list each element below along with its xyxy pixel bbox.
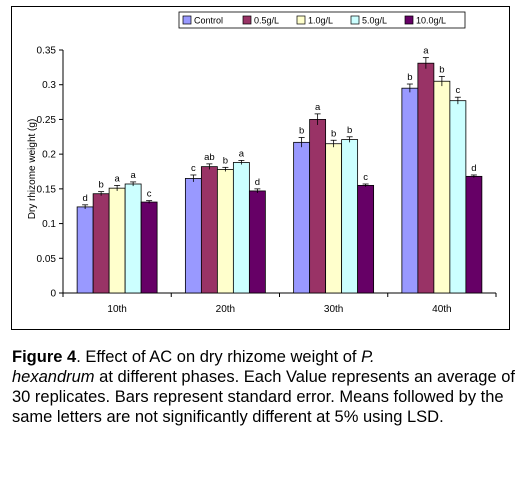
bar <box>293 141 311 294</box>
bar <box>465 175 483 294</box>
significance-letter: b <box>98 180 103 191</box>
bar <box>200 166 218 294</box>
bar <box>325 143 343 294</box>
bar <box>216 169 234 294</box>
bar <box>341 139 359 294</box>
significance-letter: b <box>299 125 304 136</box>
y-axis-label: Dry rhizome weight (g) <box>27 119 38 220</box>
legend-swatch <box>182 15 192 25</box>
x-tick-label: 30th <box>324 304 343 315</box>
significance-letter: b <box>331 128 336 139</box>
significance-letter: c <box>191 163 196 174</box>
significance-letter: b <box>407 72 412 83</box>
bar <box>108 187 126 294</box>
significance-letter: a <box>130 170 136 181</box>
significance-letter: d <box>471 163 476 174</box>
legend-swatch <box>404 15 414 25</box>
legend-entry: 10.0g/L <box>416 16 446 26</box>
caption-species-epithet: hexandrum <box>12 368 95 386</box>
bar-chart: 0 0.05 0.1 0.15 0.2 0.25 0.3 0.35 10th 20th 30th 40… <box>27 11 497 315</box>
caption-text-2: at different phases. Each Value represen… <box>12 368 515 426</box>
significance-letter: ab <box>204 152 215 163</box>
caption-text-1: . Effect of AC on dry rhizome weight of <box>76 348 362 366</box>
significance-letter: b <box>223 155 228 166</box>
legend-entry: 5.0g/L <box>362 16 387 26</box>
legend: Control 0.5g/L 1.0g/L 5.0g/L 10.0g/L <box>178 11 466 29</box>
bar <box>248 190 266 294</box>
significance-letter: a <box>423 46 429 57</box>
significance-letter: a <box>315 102 321 113</box>
y-tick-label: 0.1 <box>42 219 56 230</box>
legend-swatch <box>242 15 252 25</box>
legend-entry: 0.5g/L <box>254 16 279 26</box>
y-tick-label: 0.05 <box>37 254 57 265</box>
significance-letter: c <box>363 172 368 183</box>
bar <box>449 100 467 294</box>
y-tick-label: 0.2 <box>42 150 56 161</box>
figure-caption: Figure 4. Effect of AC on dry rhizome we… <box>12 347 517 427</box>
bar <box>76 206 94 294</box>
bar <box>92 193 110 294</box>
legend-swatch <box>296 15 306 25</box>
x-tick-label: 10th <box>107 304 126 315</box>
significance-letter: a <box>239 148 245 159</box>
bar <box>401 87 419 294</box>
y-tick-label: 0.25 <box>37 115 57 126</box>
y-tick-label: 0.35 <box>37 46 57 57</box>
significance-letter: c <box>147 189 152 200</box>
caption-species-genus: P. <box>361 348 375 366</box>
legend-entry: Control <box>194 16 223 26</box>
y-tick-label: 0.15 <box>37 184 57 195</box>
bar <box>433 80 451 294</box>
bar <box>357 184 375 294</box>
significance-letter: b <box>347 125 352 136</box>
x-tick-label: 20th <box>216 304 235 315</box>
bar <box>184 178 202 294</box>
y-tick-label: 0 <box>50 289 56 300</box>
significance-letter: d <box>82 193 87 204</box>
y-tick-label: 0.3 <box>42 80 56 91</box>
x-tick-label: 40th <box>432 304 451 315</box>
legend-swatch <box>350 15 360 25</box>
significance-letter: b <box>439 64 444 75</box>
caption-label: Figure 4 <box>12 348 77 366</box>
significance-letter: d <box>255 177 260 188</box>
bar <box>124 183 142 294</box>
significance-letter: a <box>114 173 120 184</box>
significance-letter: c <box>456 85 461 96</box>
bar <box>140 201 158 294</box>
bar <box>232 162 250 294</box>
bar <box>417 62 435 294</box>
figure-frame: 0 0.05 0.1 0.15 0.2 0.25 0.3 0.35 10th 20th 30th 40… <box>11 6 510 330</box>
legend-entry: 1.0g/L <box>308 16 333 26</box>
bar <box>309 119 327 294</box>
